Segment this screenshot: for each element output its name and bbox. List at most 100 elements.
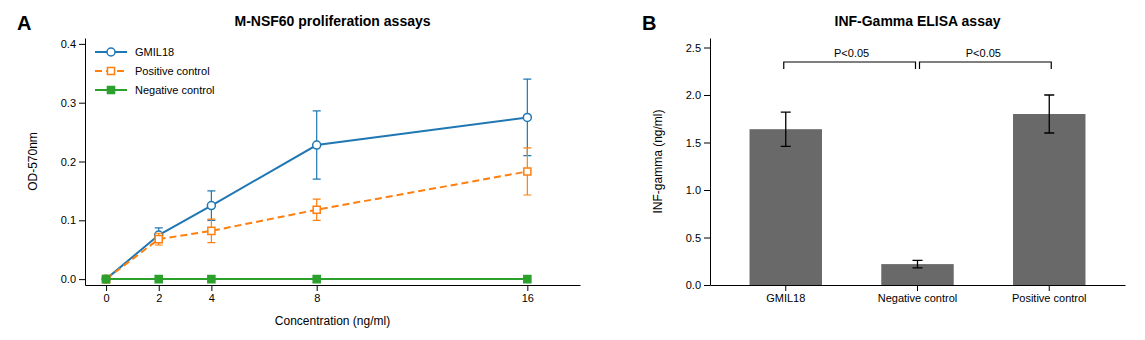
legend-label: Negative control: [135, 84, 215, 96]
legend-entry: GMIL18: [95, 46, 174, 58]
data-point: [313, 276, 320, 283]
tick-label: 1.0: [686, 184, 701, 196]
tick-mark: [704, 190, 710, 191]
tick-label: Negative control: [878, 292, 958, 304]
tick: 0: [104, 285, 110, 304]
tick: 0.4: [61, 38, 85, 50]
tick-label: 2.0: [686, 89, 701, 101]
tick-label: 0.3: [61, 97, 76, 109]
data-point: [103, 276, 110, 283]
x-axis: GMIL18 Negative control Positive control: [711, 285, 1126, 304]
bar: [750, 129, 822, 285]
data-point: [523, 113, 531, 121]
series: [102, 79, 531, 283]
chart-title: M-NSF60 proliferation assays: [234, 13, 430, 29]
tick: 8: [314, 285, 320, 304]
x-axis-title: Concentration (ng/ml): [275, 314, 390, 328]
tick-mark: [79, 103, 85, 104]
axis-line: [85, 39, 86, 286]
axis-line: [710, 39, 711, 286]
tick-label: 2.5: [686, 42, 701, 54]
data-point: [313, 206, 320, 213]
x-axis: 0 2 4 8 16: [86, 285, 581, 304]
error-bar: [155, 233, 163, 245]
tick: GMIL18: [766, 285, 805, 304]
error-bar: [207, 219, 215, 243]
tick-mark: [1049, 285, 1050, 291]
tick-label: 1.5: [686, 137, 701, 149]
chart-root: 0 2 4 8 16 0.0 0.1 0.2 0.3 0.4 GMIL18 Positive cont…: [0, 0, 1145, 340]
tick-mark: [785, 285, 786, 291]
annotation: P<0.05: [966, 47, 1001, 59]
data-point: [208, 276, 215, 283]
tick: 1.5: [686, 137, 710, 149]
panel-label: A: [17, 12, 31, 34]
annotation: P<0.05: [834, 47, 869, 59]
tick-label: 0.1: [61, 214, 76, 226]
plot-area: [102, 79, 531, 283]
tick: 0.1: [61, 214, 85, 226]
tick-mark: [704, 285, 710, 286]
y-axis: 0.0 0.1 0.2 0.3 0.4: [61, 38, 86, 286]
tick-mark: [704, 238, 710, 239]
axis-line: [86, 285, 581, 286]
data-point: [155, 276, 162, 283]
error-bar: [155, 228, 163, 242]
tick: 4: [209, 285, 215, 304]
tick-label: 16: [522, 292, 534, 304]
data-point: [208, 227, 215, 234]
error-bar: [313, 199, 321, 220]
data-point: [524, 276, 531, 283]
tick: 2: [156, 285, 162, 304]
tick: 2.5: [686, 42, 710, 54]
y-axis: 0.0 0.5 1.0 1.5 2.0 2.5: [686, 39, 711, 292]
data-point: [207, 202, 215, 210]
y-axis-title: OD-570nm: [26, 132, 40, 191]
series: [102, 148, 531, 283]
tick-mark: [159, 285, 160, 291]
tick: 0.0: [61, 273, 85, 285]
tick: 0.0: [686, 279, 710, 291]
error-bar: [207, 191, 215, 220]
tick-label: Positive control: [1012, 292, 1087, 304]
tick-label: 0.5: [686, 232, 701, 244]
tick-mark: [79, 162, 85, 163]
tick-mark: [917, 285, 918, 291]
legend-marker: [107, 48, 115, 56]
tick: 0.5: [686, 232, 710, 244]
legend-label: Positive control: [135, 65, 210, 77]
error-bar: [313, 111, 321, 179]
tick-label: 8: [314, 292, 320, 304]
tick: 1.0: [686, 184, 710, 196]
data-point: [524, 168, 531, 175]
tick: Positive control: [1012, 285, 1087, 304]
series: [103, 276, 531, 283]
tick-label: 4: [209, 292, 215, 304]
data-point: [313, 141, 321, 149]
significance-bracket: [920, 62, 1052, 69]
data-point: [155, 236, 162, 243]
bar: [1013, 114, 1085, 285]
tick-mark: [106, 285, 107, 291]
data-point: [102, 275, 110, 283]
tick-mark: [79, 220, 85, 221]
tick-mark: [79, 44, 85, 45]
chart-title: INF-Gamma ELISA assay: [835, 13, 1001, 29]
tick-label: 2: [156, 292, 162, 304]
tick: 0.2: [61, 156, 85, 168]
legend-label: GMIL18: [135, 46, 174, 58]
y-axis-title: INF-gamma (ng/ml): [651, 109, 665, 213]
legend: GMIL18 Positive control Negative control: [95, 46, 215, 96]
plot-area: [750, 95, 1086, 285]
series-line: [106, 117, 527, 279]
series-line: [106, 171, 527, 279]
error-bar: [781, 112, 791, 146]
legend-entry: Positive control: [95, 65, 210, 77]
legend-marker: [107, 86, 114, 93]
tick-label: 0.4: [61, 38, 76, 50]
tick-label: 0.2: [61, 156, 76, 168]
legend-marker: [107, 67, 114, 74]
error-bar: [523, 79, 531, 155]
tick: 16: [522, 285, 534, 304]
panel-label: B: [642, 12, 656, 34]
